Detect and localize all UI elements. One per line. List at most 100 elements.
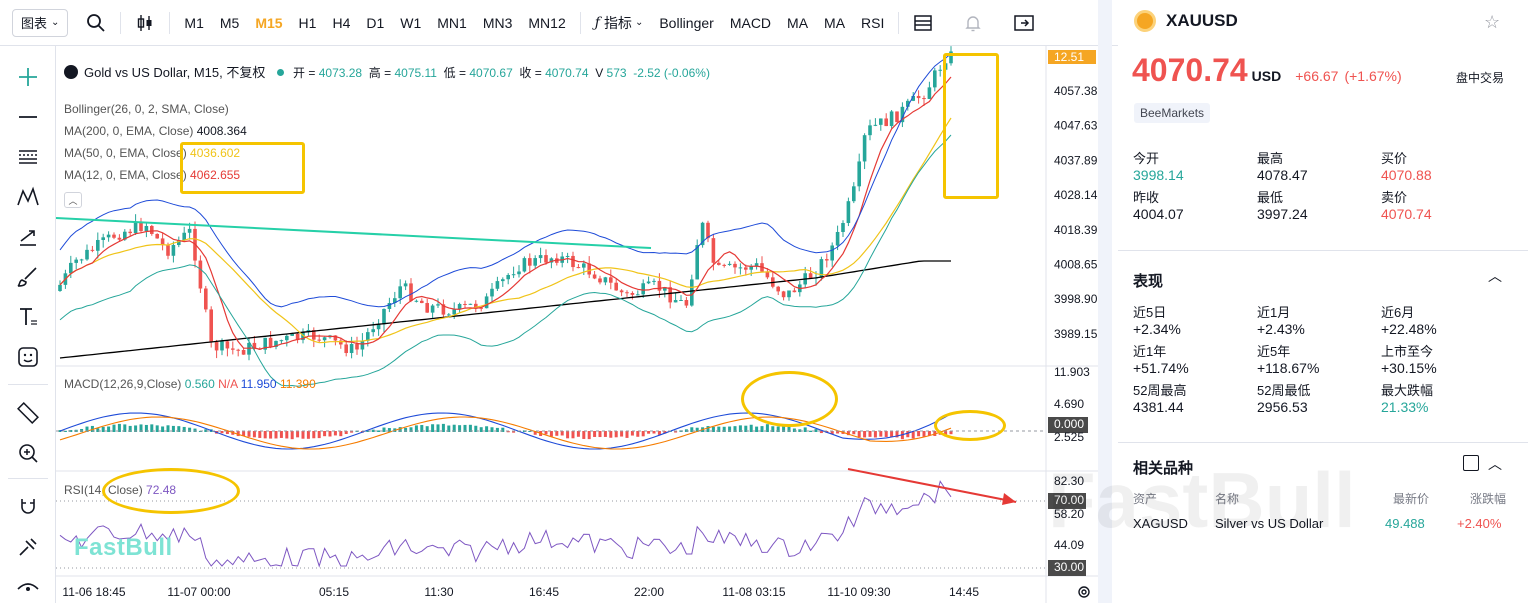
macd-histogram-bar	[863, 431, 867, 438]
candle-body	[528, 258, 532, 266]
interval-m1[interactable]: M1	[184, 14, 204, 31]
live-dot-icon	[276, 69, 284, 76]
collapse-legend-button[interactable]: ︿	[64, 192, 82, 208]
highlight-box-ma	[180, 142, 305, 194]
interval-mn12[interactable]: MN12	[528, 14, 566, 31]
last-price: 4070.74	[1132, 52, 1248, 88]
brush-icon[interactable]	[10, 260, 46, 294]
lock-drawing-icon[interactable]	[10, 530, 46, 564]
candle-body	[533, 258, 537, 266]
candle-body	[376, 324, 381, 330]
magnet-icon[interactable]	[10, 490, 46, 524]
text-tool-icon[interactable]	[10, 300, 46, 334]
indicator-bollinger-button[interactable]: Bollinger	[659, 14, 714, 31]
candle-body	[830, 245, 834, 261]
macd-histogram-bar	[695, 427, 699, 432]
search-icon[interactable]	[78, 8, 114, 38]
candle-body	[220, 341, 224, 351]
volume-value: 573	[606, 66, 627, 80]
macd-histogram-bar	[63, 430, 67, 432]
candle-body	[522, 258, 527, 272]
candle-body	[501, 279, 505, 282]
macd-histogram-bar	[150, 424, 154, 432]
divider	[8, 478, 48, 479]
stat-label: 昨收	[1133, 190, 1160, 205]
candle-body	[889, 111, 894, 127]
favorite-star-icon[interactable]: ☆	[1484, 12, 1501, 32]
candle-body	[252, 342, 257, 349]
price-axis-label: 12.51	[1054, 50, 1084, 64]
top-toolbar: 图表 ⌄ M1 M5 M15 H1 H4 D1 W1 MN1 MN3 MN12 ƒ 指标 ⌄ Bo…	[0, 0, 1118, 46]
macd-histogram-bar	[911, 431, 915, 439]
chart-type-dropdown[interactable]: 图表 ⌄	[12, 8, 69, 37]
macd-histogram-bar	[485, 426, 489, 432]
indicator-ma-button[interactable]: MA	[787, 14, 809, 31]
candle-body	[382, 308, 386, 325]
macd-histogram-bar	[717, 426, 721, 432]
interval-w1[interactable]: W1	[400, 14, 422, 31]
candle-body	[749, 266, 753, 270]
collapse-performance-icon[interactable]: ︿	[1488, 268, 1502, 284]
alert-bell-icon[interactable]	[955, 8, 991, 38]
eye-icon[interactable]	[10, 566, 46, 600]
indicator-ma-button[interactable]: MA	[824, 14, 846, 31]
ruler-icon[interactable]	[10, 396, 46, 430]
interval-mn1[interactable]: MN1	[437, 14, 467, 31]
pattern-icon[interactable]	[10, 180, 46, 214]
macd-histogram-bar	[333, 431, 337, 436]
zoom-in-icon[interactable]	[10, 436, 46, 470]
candle-body	[587, 263, 591, 275]
stat-cell: 买价 4070.88	[1381, 148, 1505, 183]
gold-coin-icon	[1134, 10, 1156, 32]
stat-value: 2956.53	[1257, 399, 1308, 415]
notes-icon[interactable]	[1463, 455, 1479, 471]
interval-h4[interactable]: H4	[332, 14, 351, 31]
candle-body	[241, 350, 246, 355]
macd-histogram-bar	[836, 431, 840, 434]
layout-icon[interactable]	[905, 8, 941, 38]
legend-ma12: MA(12, 0, EMA, Close) 4062.655	[64, 168, 240, 182]
candle-body	[409, 283, 413, 301]
interval-d1[interactable]: D1	[366, 14, 385, 31]
settings-gear-icon[interactable]	[1076, 584, 1092, 600]
candle-body	[463, 303, 467, 305]
interval-m15[interactable]: M15	[255, 14, 283, 31]
candle-body	[868, 125, 872, 136]
fib-levels-icon[interactable]	[10, 140, 46, 174]
candle-body	[479, 307, 483, 309]
indicator-macd-button[interactable]: MACD	[729, 14, 772, 31]
macd-histogram-bar	[263, 431, 267, 439]
exit-fullscreen-icon[interactable]	[1005, 8, 1043, 38]
interval-h1[interactable]: H1	[298, 14, 317, 31]
macd-histogram-bar	[252, 431, 256, 438]
indicator-rsi-button[interactable]: RSI	[861, 14, 885, 31]
macd-histogram-bar	[269, 431, 273, 439]
candlestick-icon[interactable]	[127, 8, 163, 38]
interval-m5[interactable]: M5	[219, 14, 240, 31]
interval-mn3[interactable]: MN3	[482, 14, 513, 31]
ma12-value: 4062.655	[190, 168, 241, 182]
macd-histogram-bar	[420, 425, 424, 432]
macd-signal-value: 11.390	[279, 377, 316, 391]
indicators-button[interactable]: ƒ 指标 ⌄	[587, 8, 652, 38]
trend-arrow-icon[interactable]	[10, 220, 46, 254]
candle-body	[263, 337, 267, 350]
low-value: 4070.67	[469, 66, 513, 80]
crosshair-icon[interactable]	[10, 60, 46, 94]
macd-histogram-bar	[652, 431, 656, 434]
candle-body	[625, 292, 629, 294]
macd-histogram-bar	[593, 431, 597, 437]
broker-badge[interactable]: BeeMarkets	[1134, 103, 1211, 123]
collapse-related-icon[interactable]: ︿	[1488, 456, 1502, 472]
ma200-value: 4008.364	[196, 124, 247, 138]
stat-cell: 近1月 +2.43%	[1257, 302, 1381, 337]
horizontal-line-icon[interactable]	[10, 100, 46, 134]
candle-body	[711, 238, 716, 263]
emoji-icon[interactable]	[10, 340, 46, 374]
rsi-axis-label: 30.00	[1054, 560, 1084, 574]
candle-body	[436, 304, 440, 306]
macd-histogram-bar	[549, 431, 553, 437]
chart-canvas[interactable]: 12.51 4057.38 4047.63 4037.89 4028.14 4018.39…	[56, 46, 1098, 603]
candle-body	[754, 263, 759, 267]
chart-area[interactable]: 12.51 4057.38 4047.63 4037.89 4028.14 4018.39…	[56, 46, 1098, 603]
